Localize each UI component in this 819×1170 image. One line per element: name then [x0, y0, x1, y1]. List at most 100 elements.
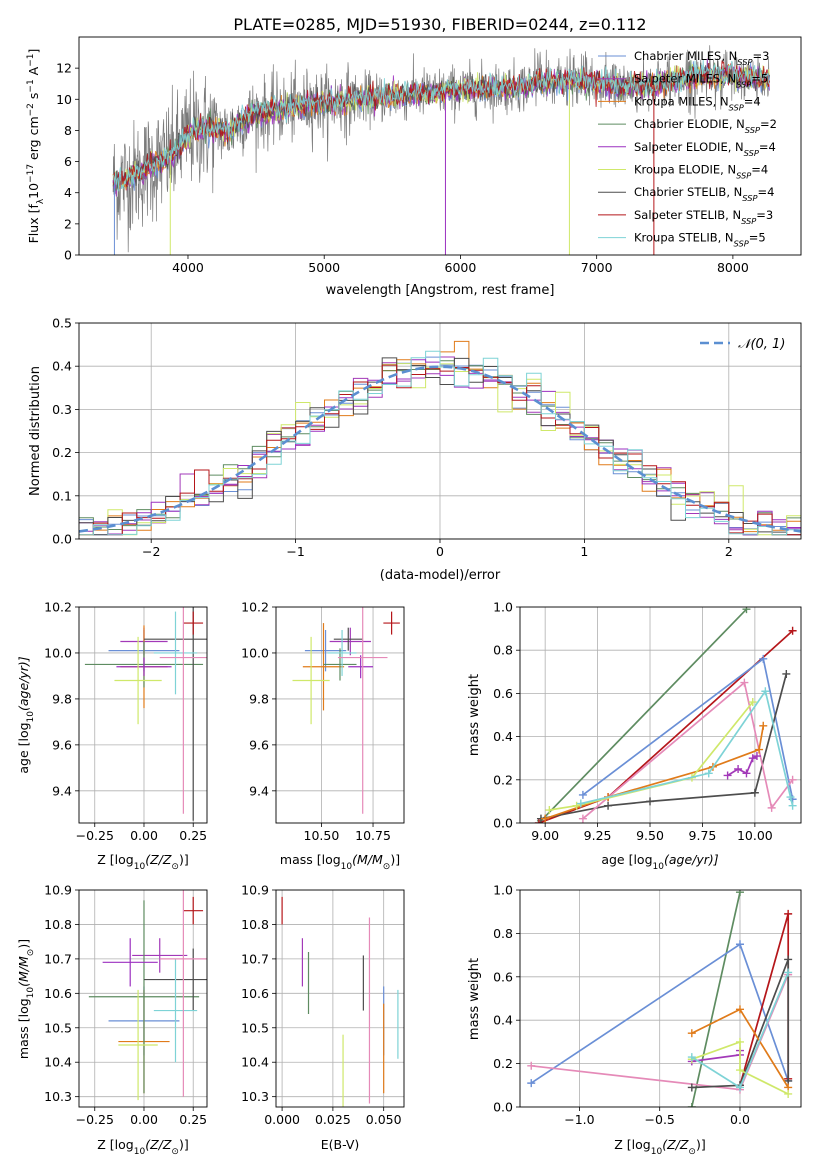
y-axis-label-part: age [log [16, 722, 31, 773]
mass-weight-point [735, 1066, 744, 1075]
y-tick-label: 1.0 [493, 883, 513, 898]
mass-weight-point [784, 968, 793, 977]
mass-weight-point [759, 721, 768, 730]
axes-age-vs-mass: 10.50 10.75 9.4 9.6 9.8 10.0 10.2 mass [log10(M… [241, 600, 405, 872]
x-tick-label: 4000 [172, 260, 204, 275]
axes-mass-vs-ebv: 0.000 0.025 0.050 10.3 10.4 10.5 10.6 10.7 10.8 1… [241, 883, 405, 1152]
axes-frame [78, 322, 802, 540]
y-tick-label: 0.2 [493, 1056, 513, 1071]
legend-label: Kroupa ELODIE, NSSP=4 [634, 163, 768, 181]
x-tick-label: −0.5 [645, 1112, 675, 1127]
y-axis-label-part: s [26, 93, 41, 104]
y-axis-label-part: (M/M [16, 956, 31, 987]
y-tick-label: 0.4 [493, 1013, 513, 1028]
axes-frame [78, 606, 208, 824]
legend-label-part: SSP [741, 216, 756, 226]
mass-weight-point [734, 765, 743, 773]
x-axis-label-part: (age/yr)] [664, 852, 719, 867]
x-axis-label-part: (M/M [352, 852, 383, 867]
x-axis-label-part: ⊙ [171, 1147, 179, 1157]
mass-weight-point [752, 752, 761, 761]
x-tick-label: 0.050 [366, 1112, 402, 1127]
mass-weight-line [691, 1040, 789, 1095]
y-tick-label: 10.9 [241, 883, 269, 898]
y-tick-label: 0.2 [493, 772, 513, 787]
y-tick-label: 0.4 [493, 729, 513, 744]
x-axis-label: age [log10(age/yr)] [601, 852, 718, 872]
legend-label-part: SSP [745, 125, 760, 135]
y-axis-label-part: 10 [26, 711, 36, 723]
mass-weight-point [784, 955, 793, 964]
y-tick-label: 10.4 [44, 1055, 72, 1070]
mass-weight-line [690, 892, 741, 1107]
y-axis-label-part: λ [36, 198, 46, 204]
y-axis-label-part: erg cm [26, 116, 41, 164]
y-tick-label: 10.0 [241, 645, 269, 660]
plot-area-age-vs-z [79, 607, 207, 823]
y-tick-label: 4 [64, 185, 72, 200]
mass-weight-point [784, 909, 793, 918]
y-tick-label: 10.7 [44, 951, 72, 966]
y-axis-label-part: 10 [26, 987, 36, 999]
legend-label: Salpeter ELODIE, NSSP=4 [634, 140, 776, 158]
mass-weight-point [755, 745, 764, 754]
mass-weight-point [788, 626, 797, 635]
mass-weight-point [742, 769, 751, 778]
legend-label-part: Salpeter ELODIE, N [634, 140, 744, 154]
mass-weight-point [750, 788, 759, 797]
legend-label-part: Salpeter STELIB, N [634, 208, 741, 222]
axes-residuals: −2 −1 0 1 2 0.0 0.1 0.2 0.3 0.4 0.5 (data-model)/er… [28, 316, 802, 583]
y-axis-label: mass [log10(M/M⊙)] [16, 939, 36, 1059]
x-tick-label: 0.25 [179, 828, 207, 843]
x-tick-label: 2 [725, 544, 733, 559]
mass-weight-point [788, 775, 797, 784]
x-axis-label: E(B-V) [321, 1137, 360, 1152]
mass-weight-point [735, 1083, 744, 1092]
y-axis-label-part: )] [16, 939, 31, 949]
model-spectrum-line [112, 59, 770, 192]
mass-weight-line [582, 681, 794, 820]
x-tick-label: 5000 [308, 260, 340, 275]
y-tick-label: 12 [56, 61, 72, 76]
y-tick-label: 6 [64, 154, 72, 169]
x-tick-label: −0.25 [76, 828, 114, 843]
y-axis-label-part: (age/yr)] [16, 656, 31, 711]
mass-weight-point [687, 1103, 696, 1107]
spectrum-title: PLATE=0285, MJD=51930, FIBERID=0244, z=0… [233, 15, 646, 34]
x-axis-label: (data-model)/error [380, 568, 501, 583]
x-tick-label: −0.25 [76, 1112, 114, 1127]
y-axis-label: Flux [fλ10−17 erg cm−2 s−1 A−1] [26, 49, 46, 244]
legend-label-part: SSP [736, 171, 751, 181]
x-tick-label: 1 [580, 544, 588, 559]
x-axis-label: mass [log10(M/M⊙)] [280, 852, 400, 872]
legend-label: Kroupa STELIB, NSSP=5 [634, 231, 766, 249]
plot-layer: 4000 5000 6000 7000 8000024681012wavelength … [16, 36, 802, 1157]
mass-weight-point [527, 1061, 536, 1070]
y-tick-label: 0.3 [52, 402, 72, 417]
axes-frame [78, 889, 208, 1108]
plot-area-spectrum [112, 45, 770, 255]
x-tick-label: 9.75 [689, 828, 717, 843]
y-axis-label: age [log10(age/yr)] [16, 656, 36, 773]
x-axis-label-part: Z [log [97, 1137, 133, 1152]
y-tick-label: 10.8 [44, 917, 72, 932]
x-axis-label-part: ⊙ [171, 862, 179, 872]
y-tick-label: 9.4 [52, 783, 72, 798]
axes-frame [78, 36, 802, 256]
x-tick-label: 9.00 [531, 828, 559, 843]
legend-label-part: =4 [751, 163, 768, 177]
y-tick-label: 10.3 [44, 1089, 72, 1104]
x-tick-label: 9.25 [584, 828, 612, 843]
y-tick-label: 10.5 [241, 1020, 269, 1035]
x-tick-label: 10.75 [355, 828, 391, 843]
x-axis-label-part: (Z/Z [662, 1137, 689, 1152]
plot-area-mass-vs-z [79, 890, 207, 1107]
y-tick-label: 10.8 [241, 917, 269, 932]
axes-frame [275, 889, 405, 1108]
mass-weight-point [545, 806, 554, 815]
legend-label-part: Chabrier ELODIE, N [634, 117, 745, 131]
axes-spectrum: 4000 5000 6000 7000 8000 0 2 4 6 8 10 12 wavelength … [26, 36, 802, 298]
axes-age-vs-z: −0.25 0.00 0.259.49.69.810.010.2Z [log10(Z… [16, 600, 208, 872]
y-axis-label: mass weight [467, 958, 482, 1040]
y-tick-label: 2 [64, 216, 72, 231]
